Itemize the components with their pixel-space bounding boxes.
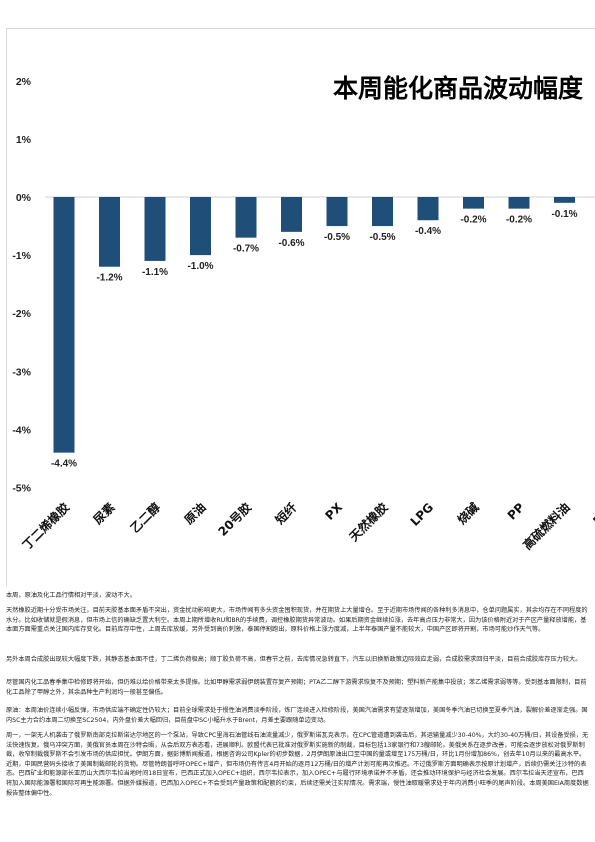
category-label-6: PX	[322, 500, 345, 523]
bar-11	[554, 197, 575, 203]
data-label-7: -0.5%	[369, 232, 395, 243]
category-label-0: 丁二烯橡胶	[19, 500, 72, 553]
y-tick-label: 1%	[16, 134, 32, 146]
paragraph-synthetic-rubber: 另外本周合成胶出现较大幅度下跌，其静态基本面不佳，丁二烯负荷极高；顺丁胶负荷不高…	[6, 656, 582, 663]
data-label-11: -0.1%	[551, 209, 577, 220]
data-label-5: -0.6%	[278, 238, 304, 249]
y-tick-label: -1%	[12, 250, 31, 262]
category-label-10: PP	[505, 500, 527, 522]
report-text-crude: 原油：本周油价连续小幅反弹，市场供应端不确定性仍较大；目前全球需求处于慢性油消费…	[6, 706, 589, 725]
data-label-6: -0.5%	[324, 232, 350, 243]
bar-0	[53, 197, 75, 453]
y-tick-label: 0%	[16, 192, 32, 204]
category-label-9: 烧碱	[454, 500, 482, 528]
paragraph-crude-oil: 原油：本周油价连续小幅反弹，市场供应端不确定性仍较大；目前全球需求处于慢性油消费…	[6, 707, 588, 724]
category-label-12: PTA	[590, 500, 595, 528]
y-tick-label: -5%	[12, 483, 31, 495]
data-label-8: -0.4%	[415, 226, 441, 237]
paragraph-chemicals: 尽管国内化工品春季集中检修即将开始，但仍难以给价格带来太多提振。比如甲醇需求弱伊…	[6, 679, 587, 696]
category-label-11: 高硫燃料油	[520, 500, 573, 553]
report-text-synthetic: 另外本周合成胶出现较大幅度下跌，其静态基本面不佳，丁二烯负荷极高；顺丁胶负荷不高…	[6, 655, 589, 665]
category-label-7: 天然橡胶	[346, 500, 391, 545]
bar-5	[281, 197, 302, 232]
report-text-news: 周一，一架无人机袭击了俄罗斯南部克拉斯诺达尔地区的一个泵站，导致CPC里海石油管…	[6, 731, 589, 798]
data-label-1: -1.2%	[96, 273, 122, 284]
bar-7	[372, 197, 393, 227]
bar-10	[508, 197, 530, 209]
data-label-9: -0.2%	[460, 215, 486, 226]
data-label-10: -0.2%	[506, 215, 532, 226]
data-label-0: -4.4%	[51, 459, 77, 470]
data-label-4: -0.7%	[233, 244, 259, 255]
chart-frame: 本周能化商品波动幅度 2% 1% 0% -1% -2% -3% -4% -5% -4.4% 丁二烯…	[6, 28, 595, 586]
category-label-5: 短纤	[272, 500, 300, 528]
bar-1	[99, 197, 120, 267]
bar-chart: 2% 1% 0% -1% -2% -3% -4% -5% -4.4% 丁二烯橡胶 -1.2% 尿素 -1…	[12, 76, 595, 553]
bar-2	[144, 197, 166, 261]
y-tick-label: -2%	[12, 308, 31, 320]
paragraph-summary: 本周，原油及化工品行情相对平淡，波动不大。	[6, 592, 136, 599]
category-label-2: 乙二醇	[127, 500, 163, 536]
chart-title: 本周能化商品波动幅度	[333, 74, 584, 103]
paragraph-natural-rubber: 天然橡胶近期十分受市场关注，目前天胶基本面矛盾不突出，资金扰动影响更大，市场传闻…	[6, 607, 588, 634]
category-label-4: 20号胶	[215, 500, 254, 539]
report-text-rubber: 天然橡胶近期十分受市场关注，目前天胶基本面矛盾不突出，资金扰动影响更大，市场传闻…	[6, 606, 589, 635]
y-tick-label: -3%	[12, 366, 31, 378]
report-text-chemicals: 尽管国内化工品春季集中检修即将开始，但仍难以给价格带来太多提振。比如甲醇需求弱伊…	[6, 678, 589, 697]
category-label-8: LPG	[408, 500, 436, 528]
category-label-3: 原油	[181, 500, 209, 528]
report-text: 本周，原油及化工品行情相对平淡，波动不大。	[6, 591, 589, 601]
bar-3	[190, 197, 211, 256]
y-tick-label: 2%	[16, 76, 32, 88]
data-label-2: -1.1%	[142, 267, 168, 278]
data-label-3: -1.0%	[187, 261, 213, 272]
bar-6	[326, 197, 348, 227]
category-label-1: 尿素	[90, 500, 118, 528]
bar-4	[235, 197, 257, 238]
bar-9	[463, 197, 484, 209]
paragraph-market-news: 周一，一架无人机袭击了俄罗斯南部克拉斯诺达尔地区的一个泵站，导致CPC里海石油管…	[6, 732, 589, 797]
y-tick-label: -4%	[12, 424, 31, 436]
bar-8	[417, 197, 439, 221]
